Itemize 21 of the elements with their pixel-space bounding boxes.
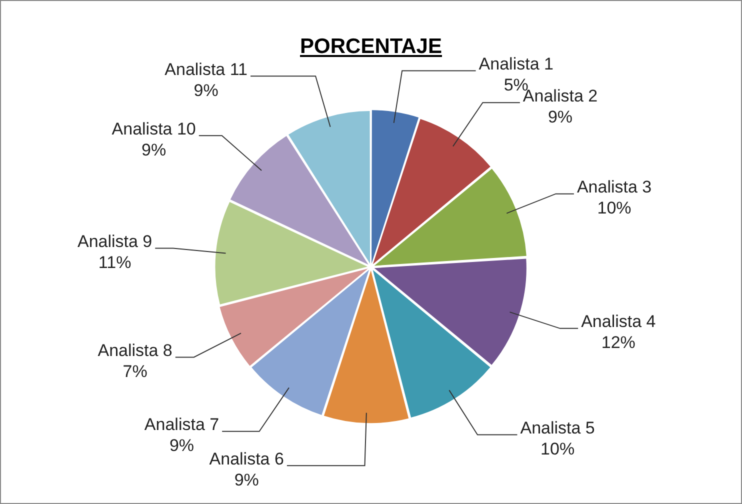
slice-label: Analista 4 <box>581 312 656 332</box>
data-label: 7% <box>122 362 148 381</box>
data-label: 11% <box>98 252 132 272</box>
slice-label: Analista 5 <box>520 418 595 438</box>
data-label: 9% <box>194 80 218 100</box>
slice-label: Analista 11 <box>164 60 248 79</box>
data-label: 9% <box>142 140 166 160</box>
slice-label: Analista 1 <box>478 54 554 74</box>
data-label: 12% <box>601 333 636 352</box>
slice-label: Analista 10 <box>112 119 196 138</box>
slice-label: Analista 6 <box>209 449 284 468</box>
data-label: 9% <box>548 107 573 126</box>
data-label: 9% <box>169 436 194 456</box>
slice-label: Analista 3 <box>576 178 652 197</box>
data-label: 9% <box>234 470 259 490</box>
chart-title: PORCENTAJE <box>300 35 442 58</box>
slice-label: Analista 8 <box>98 340 172 360</box>
data-label: 10% <box>540 440 575 458</box>
slice-label: Analista 7 <box>144 415 220 434</box>
slice-label: Analista 9 <box>77 232 152 251</box>
data-label: 10% <box>597 198 632 218</box>
